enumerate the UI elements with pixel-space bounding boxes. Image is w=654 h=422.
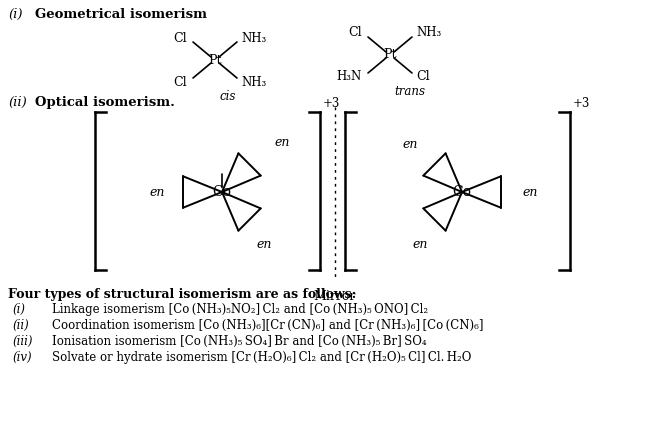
Text: trans: trans: [394, 85, 425, 98]
Text: NH₃: NH₃: [416, 27, 441, 40]
Text: Pt: Pt: [208, 54, 222, 67]
Text: Cl: Cl: [173, 76, 187, 89]
Text: Geometrical isomerism: Geometrical isomerism: [35, 8, 207, 21]
Text: H₃N: H₃N: [337, 70, 362, 84]
Text: en: en: [523, 186, 538, 198]
Text: Cl: Cl: [173, 32, 187, 44]
Text: Cl: Cl: [349, 27, 362, 40]
Text: en: en: [274, 135, 290, 149]
Text: Four types of structural isomerism are as follows:: Four types of structural isomerism are a…: [8, 288, 356, 301]
Text: Coordination isomerism [Co (NH₃)₆][Cr (CN)₆] and [Cr (NH₃)₆] [Co (CN)₆]: Coordination isomerism [Co (NH₃)₆][Cr (C…: [52, 319, 483, 332]
Text: Ionisation isomerism [Co (NH₃)₅ SO₄] Br and [Co (NH₃)₅ Br] SO₄: Ionisation isomerism [Co (NH₃)₅ SO₄] Br …: [52, 335, 426, 348]
Text: cis: cis: [219, 90, 235, 103]
Text: NH₃: NH₃: [241, 76, 266, 89]
Text: Solvate or hydrate isomerism [Cr (H₂O)₆] Cl₂ and [Cr (H₂O)₅ Cl] Cl. H₂O: Solvate or hydrate isomerism [Cr (H₂O)₆]…: [52, 351, 472, 364]
Text: Cl: Cl: [416, 70, 430, 84]
Text: Co: Co: [213, 185, 232, 199]
Text: (iii): (iii): [12, 335, 33, 348]
Text: (iv): (iv): [12, 351, 31, 364]
Text: Linkage isomerism [Co (NH₃)₅NO₂] Cl₂ and [Co (NH₃)₅ ONO] Cl₂: Linkage isomerism [Co (NH₃)₅NO₂] Cl₂ and…: [52, 303, 428, 316]
Text: +3: +3: [573, 97, 591, 110]
Text: en: en: [402, 138, 418, 151]
Text: Mirror: Mirror: [314, 290, 356, 303]
Text: en: en: [412, 238, 428, 251]
Text: Pt: Pt: [383, 49, 397, 62]
Text: Co: Co: [453, 185, 472, 199]
Text: (ii): (ii): [12, 319, 29, 332]
Text: +3: +3: [323, 97, 340, 110]
Text: en: en: [149, 186, 165, 198]
Text: NH₃: NH₃: [241, 32, 266, 44]
Text: en: en: [256, 238, 271, 251]
Text: (i): (i): [12, 303, 25, 316]
Text: Optical isomerism.: Optical isomerism.: [35, 96, 175, 109]
Text: (ii): (ii): [8, 96, 27, 109]
Text: (i): (i): [8, 8, 22, 21]
